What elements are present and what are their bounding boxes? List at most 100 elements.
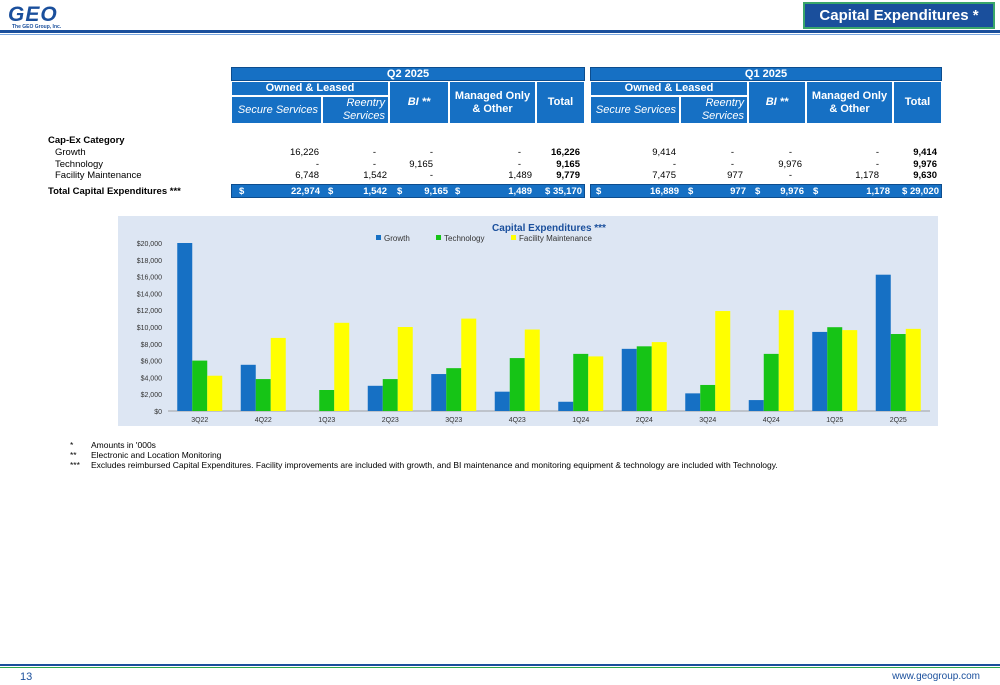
bar-growth	[685, 393, 701, 411]
table-cell-total: $ 29,020	[902, 186, 939, 197]
table-cell: 1,178	[866, 186, 890, 197]
footer-divider	[0, 664, 1000, 666]
bar-technology	[827, 327, 843, 411]
bar-growth	[812, 331, 828, 411]
capex-chart: Capital Expenditures *** Growth Technology…	[118, 216, 938, 426]
q2-total-bar: $ 22,974 $ 1,542 $ 9,165 $ 1,489 $ 35,17…	[231, 184, 585, 198]
bar-technology	[763, 353, 779, 411]
bar-facility-maintenance	[905, 328, 921, 411]
y-tick-label: $14,000	[137, 291, 162, 298]
table-cell: -	[875, 159, 879, 170]
bar-technology	[636, 346, 652, 411]
footer-divider-green	[0, 667, 1000, 668]
legend-label: Technology	[444, 234, 484, 243]
currency-sign: $	[688, 186, 694, 197]
x-tick-label: 2Q25	[890, 417, 907, 424]
bar-technology	[509, 358, 525, 411]
bar-facility-maintenance	[334, 322, 350, 411]
legend-label: Growth	[384, 234, 410, 243]
footnote-text: Electronic and Location Monitoring	[91, 450, 222, 460]
bar-technology	[192, 360, 208, 411]
footnote-mark: ***	[70, 460, 80, 470]
table-cell-total: 9,779	[556, 170, 580, 181]
bar-growth	[558, 401, 574, 411]
q1-reentry-services-header: Reentry Services	[680, 96, 748, 124]
table-cell: 7,475	[652, 170, 676, 181]
x-tick-label: 1Q23	[318, 417, 335, 424]
table-cell: -	[875, 147, 879, 158]
table-cell: 1,489	[508, 186, 532, 197]
currency-sign: $	[328, 186, 334, 197]
x-tick-label: 2Q23	[382, 417, 399, 424]
row-label-technology: Technology	[55, 159, 104, 170]
bar-growth	[621, 348, 637, 411]
x-tick-label: 3Q23	[445, 417, 462, 424]
currency-sign: $	[813, 186, 819, 197]
y-tick-label: $16,000	[137, 275, 162, 282]
x-tick-label: 2Q24	[636, 417, 653, 424]
currency-sign: $	[397, 186, 403, 197]
bar-facility-maintenance	[588, 356, 604, 411]
table-cell-total: 16,226	[550, 147, 580, 158]
q1-owned-leased-header: Owned & Leased	[590, 81, 748, 96]
y-tick-label: $2,000	[141, 392, 163, 399]
legend-swatch	[511, 235, 516, 240]
table-cell: 22,974	[290, 186, 320, 197]
table-cell: 1,489	[508, 170, 532, 181]
table-cell: 977	[727, 170, 743, 181]
chart-title: Capital Expenditures ***	[492, 223, 606, 234]
x-tick-label: 1Q25	[826, 417, 843, 424]
page-title: Capital Expenditures *	[803, 2, 995, 29]
q1-bi-header: BI **	[748, 81, 806, 124]
bar-facility-maintenance	[842, 330, 858, 411]
company-logo: GEO The GEO Group, Inc.	[8, 3, 84, 32]
bar-technology	[700, 384, 716, 411]
bar-technology	[573, 353, 589, 411]
table-cell-total: 9,976	[913, 159, 937, 170]
currency-sign: $	[755, 186, 761, 197]
table-cell: 9,976	[778, 159, 802, 170]
table-cell: 9,165	[424, 186, 448, 197]
table-cell: -	[672, 159, 676, 170]
q2-secure-services-header: Secure Services	[231, 96, 322, 124]
legend-swatch	[376, 235, 381, 240]
page-number: 13	[20, 671, 33, 683]
table-cell-total: 9,630	[913, 170, 937, 181]
cap-ex-category-header: Cap-Ex Category	[48, 135, 125, 146]
logo-text: GEO	[8, 3, 58, 26]
bar-facility-maintenance	[778, 310, 794, 411]
y-tick-label: $20,000	[137, 241, 162, 248]
row-label-total: Total Capital Expenditures ***	[48, 186, 181, 197]
table-cell-total: $ 35,170	[545, 186, 582, 197]
table-cell: 9,976	[780, 186, 804, 197]
table-cell: -	[429, 147, 433, 158]
legend-swatch	[436, 235, 441, 240]
table-cell: -	[517, 147, 521, 158]
q2-period-header: Q2 2025	[231, 67, 585, 81]
q1-managed-header: Managed Only & Other	[806, 81, 893, 124]
x-tick-label: 3Q22	[191, 417, 208, 424]
bar-facility-maintenance	[397, 327, 413, 411]
bar-growth	[494, 391, 510, 411]
bar-facility-maintenance	[207, 375, 223, 411]
table-cell: -	[788, 147, 792, 158]
y-tick-label: $8,000	[141, 342, 163, 349]
header-divider-thin	[0, 34, 1000, 35]
y-tick-label: $6,000	[141, 359, 163, 366]
bar-facility-maintenance	[651, 342, 667, 411]
x-tick-label: 4Q23	[509, 417, 526, 424]
x-tick-label: 4Q22	[255, 417, 272, 424]
table-cell: 16,889	[649, 186, 679, 197]
bar-growth	[177, 243, 193, 411]
table-cell: 1,178	[855, 170, 879, 181]
q2-total-header: Total	[536, 81, 585, 124]
bar-growth	[367, 385, 383, 411]
table-cell: 1,542	[363, 170, 387, 181]
row-label-facility-maintenance: Facility Maintenance	[55, 170, 142, 181]
website-link[interactable]: www.geogroup.com	[892, 671, 980, 682]
table-cell: -	[517, 159, 521, 170]
x-tick-label: 1Q24	[572, 417, 589, 424]
footnote-text: Amounts in '000s	[91, 440, 156, 450]
q2-reentry-services-header: Reentry Services	[322, 96, 389, 124]
table-cell: -	[730, 159, 734, 170]
